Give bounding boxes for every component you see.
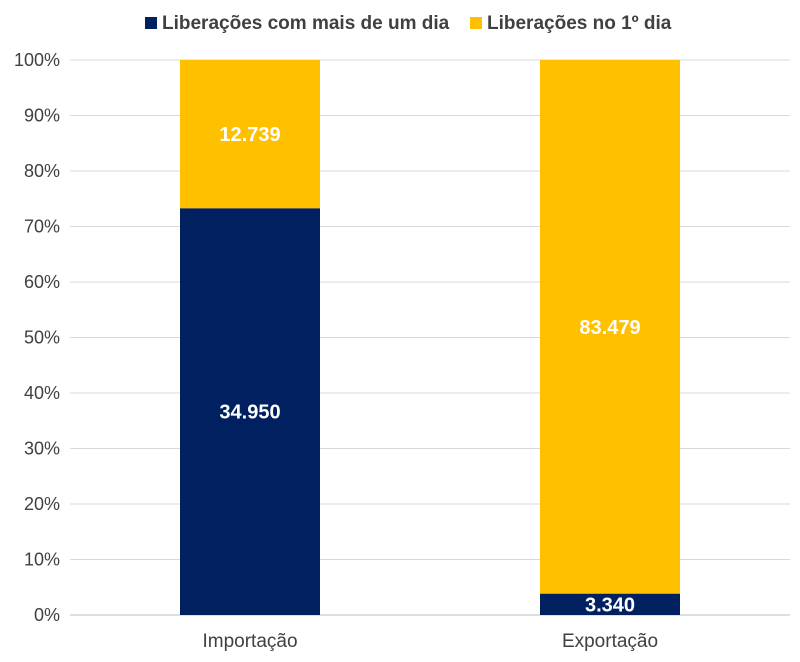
legend-label: Liberações no 1º dia: [487, 13, 672, 34]
legend: Liberações com mais de um dia Liberações …: [145, 13, 672, 34]
bar-segment-mais-de-um-dia-exportacao: [540, 593, 680, 615]
y-tick-label: 60%: [24, 272, 60, 292]
data-label: 83.479: [579, 317, 640, 339]
y-tick-label: 90%: [24, 106, 60, 126]
x-category-label: Importação: [202, 631, 297, 652]
y-tick-label: 80%: [24, 161, 60, 181]
y-tick-label: 30%: [24, 439, 60, 459]
data-label: 3.340: [585, 594, 635, 616]
y-tick-label: 10%: [24, 550, 60, 570]
y-tick-label: 70%: [24, 217, 60, 237]
y-tick-label: 40%: [24, 383, 60, 403]
x-axis: Importação Exportação: [202, 631, 658, 652]
y-axis: 0% 10% 20% 30% 40% 50% 60% 70% 80% 90% 100%: [14, 50, 60, 625]
data-label: 12.739: [219, 124, 280, 146]
y-tick-label: 0%: [34, 605, 60, 625]
x-category-label: Exportação: [562, 631, 658, 652]
legend-swatch: [145, 17, 157, 29]
bar-segment-primeiro-dia-exportacao: [540, 60, 680, 594]
y-tick-label: 50%: [24, 328, 60, 348]
data-label: 34.950: [219, 402, 280, 424]
grid: [70, 59, 790, 616]
y-tick-label: 20%: [24, 494, 60, 514]
bar-segment-primeiro-dia-importacao: [180, 60, 320, 209]
legend-label: Liberações com mais de um dia: [162, 13, 450, 34]
bar-segment-mais-de-um-dia-importacao: [180, 208, 320, 616]
bars: 34.950 12.739 3.340 83.479: [180, 60, 680, 616]
legend-swatch: [470, 17, 482, 29]
y-tick-label: 100%: [14, 50, 60, 70]
